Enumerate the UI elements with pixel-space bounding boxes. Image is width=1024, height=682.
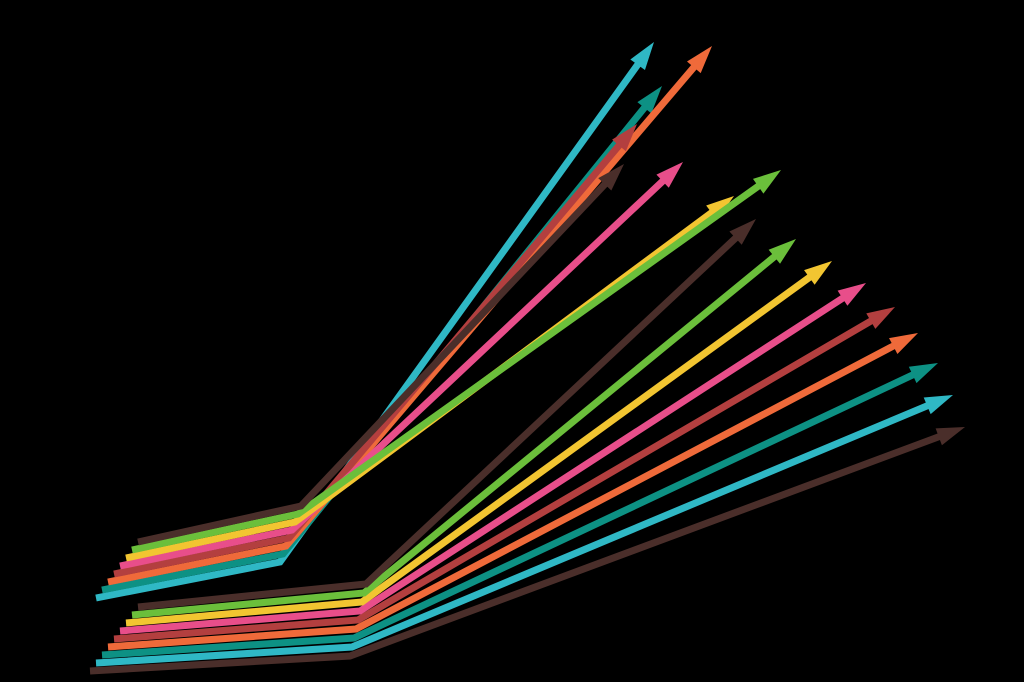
arrow-shaft-15 (132, 180, 767, 550)
arrow-head-1 (924, 395, 953, 414)
arrow-head-4 (866, 307, 895, 329)
arrow-head-0 (936, 427, 965, 445)
arrow-shaft-11 (108, 59, 701, 582)
arrow-head-2 (909, 363, 938, 383)
arrow-head-3 (889, 333, 918, 354)
growth-arrows-diagram (0, 0, 1024, 682)
